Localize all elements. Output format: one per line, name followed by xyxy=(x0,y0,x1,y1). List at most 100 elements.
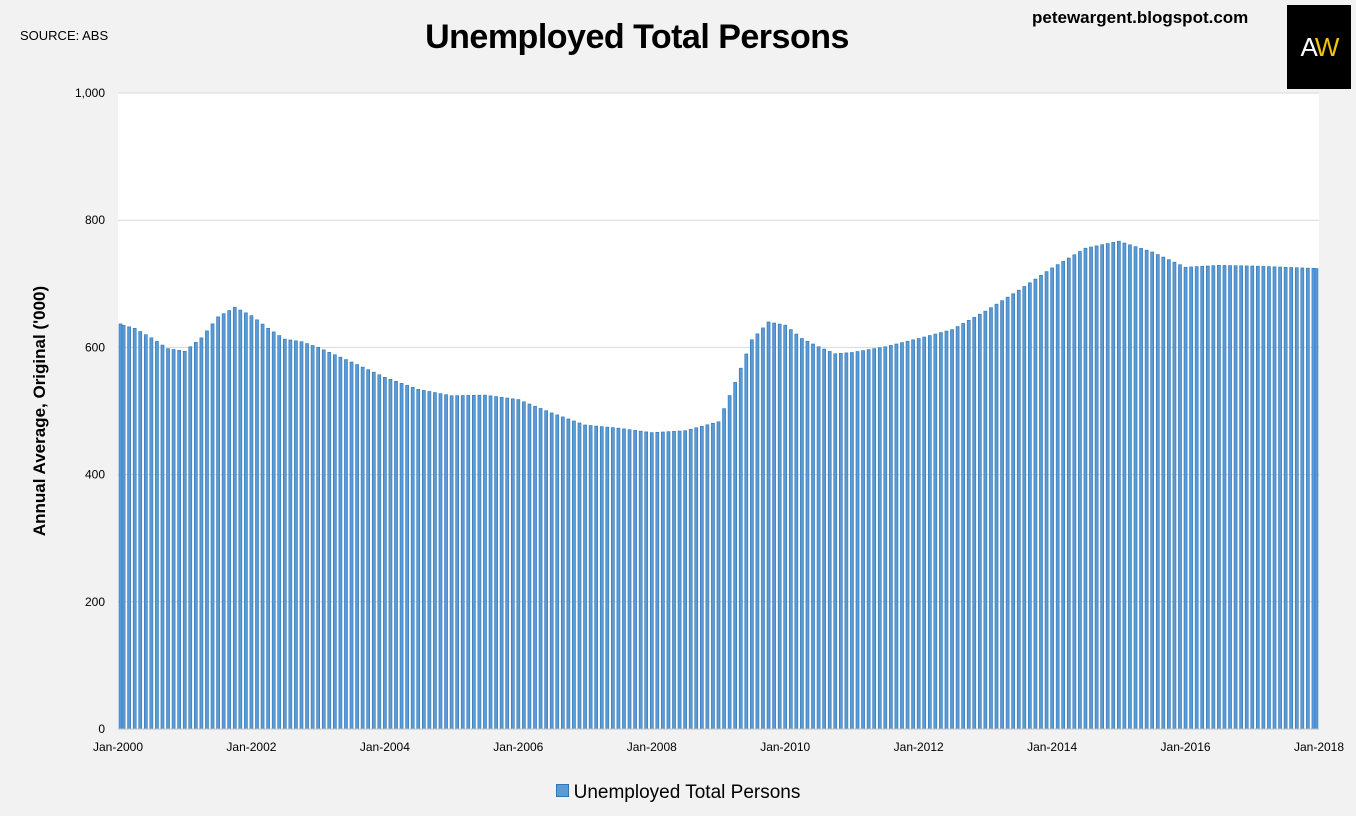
chart-title: Unemployed Total Persons xyxy=(425,18,849,56)
bar xyxy=(1283,266,1288,730)
bar xyxy=(1314,268,1319,730)
bar xyxy=(1200,266,1205,730)
bar xyxy=(327,351,332,730)
bar xyxy=(499,397,504,730)
bar xyxy=(961,323,965,730)
bar xyxy=(1205,265,1210,730)
bar xyxy=(1044,271,1049,730)
bar xyxy=(889,345,893,730)
bar xyxy=(677,430,682,730)
bar xyxy=(866,349,871,730)
bar xyxy=(260,323,265,730)
bar xyxy=(1294,267,1299,730)
bar xyxy=(138,331,143,730)
bar xyxy=(1311,268,1316,730)
bar xyxy=(983,310,988,730)
bar xyxy=(244,312,248,730)
bar xyxy=(894,343,899,730)
bar xyxy=(1128,244,1132,730)
bar xyxy=(477,394,482,730)
bar xyxy=(927,335,932,730)
bar xyxy=(605,426,610,730)
bar xyxy=(805,340,810,730)
bar xyxy=(1011,293,1016,730)
bar xyxy=(182,350,187,730)
bar xyxy=(816,346,821,730)
bar xyxy=(466,395,471,730)
bar xyxy=(1078,251,1082,730)
bar xyxy=(1028,282,1032,730)
bar xyxy=(955,326,960,730)
bar xyxy=(622,428,626,730)
bar xyxy=(1233,265,1238,730)
bar xyxy=(666,431,671,730)
bar xyxy=(205,330,209,730)
x-tick-label: Jan-2000 xyxy=(93,740,143,754)
bar xyxy=(405,385,409,730)
x-tick-label: Jan-2002 xyxy=(226,740,276,754)
bar xyxy=(772,322,776,730)
y-tick-label: 600 xyxy=(85,340,105,354)
bar xyxy=(349,361,354,730)
bar xyxy=(705,424,710,730)
bar xyxy=(366,369,371,730)
bar xyxy=(555,414,560,730)
bar xyxy=(683,430,687,730)
bar xyxy=(1061,261,1066,730)
legend-swatch xyxy=(555,784,569,798)
bar xyxy=(544,410,548,730)
bar xyxy=(1050,267,1054,730)
bar xyxy=(711,422,715,730)
bar xyxy=(811,343,815,730)
bar xyxy=(672,431,676,730)
bar xyxy=(1217,265,1221,730)
bar xyxy=(560,416,565,730)
y-tick-label: 200 xyxy=(85,595,105,609)
bar xyxy=(1239,265,1243,730)
bar xyxy=(966,320,971,730)
bar xyxy=(522,401,526,730)
bar xyxy=(1167,259,1171,730)
bar xyxy=(394,381,398,730)
bar xyxy=(599,426,604,730)
bar xyxy=(900,342,904,730)
bar xyxy=(1033,278,1038,730)
bar xyxy=(310,345,315,730)
bar xyxy=(977,313,982,730)
x-tick-label: Jan-2016 xyxy=(1161,740,1211,754)
bar xyxy=(738,367,743,730)
bar xyxy=(483,394,487,730)
bar xyxy=(861,350,865,730)
legend: Unemployed Total Persons xyxy=(0,782,1356,804)
bar xyxy=(1111,242,1116,730)
bar xyxy=(494,396,498,730)
bar xyxy=(488,395,493,730)
bar xyxy=(188,346,193,730)
bar xyxy=(472,395,476,730)
bar xyxy=(583,424,587,730)
bar xyxy=(566,418,571,730)
bar xyxy=(833,353,838,730)
bar xyxy=(533,405,537,730)
bar xyxy=(255,319,259,730)
bar xyxy=(933,333,938,730)
bar xyxy=(761,327,765,730)
x-tick-label: Jan-2018 xyxy=(1294,740,1344,754)
bar xyxy=(460,395,465,730)
bar xyxy=(149,337,154,730)
bar xyxy=(516,399,521,730)
bar xyxy=(449,395,454,730)
bar xyxy=(855,351,860,730)
bar xyxy=(950,329,954,730)
bar xyxy=(1144,249,1149,730)
bar xyxy=(166,348,170,730)
bar xyxy=(538,408,543,730)
bar xyxy=(355,364,359,730)
bar xyxy=(344,359,348,730)
bar xyxy=(266,328,270,730)
bar xyxy=(277,335,282,730)
bar xyxy=(989,307,993,730)
bar xyxy=(232,307,237,730)
bar xyxy=(1155,254,1160,730)
bar xyxy=(733,382,738,730)
